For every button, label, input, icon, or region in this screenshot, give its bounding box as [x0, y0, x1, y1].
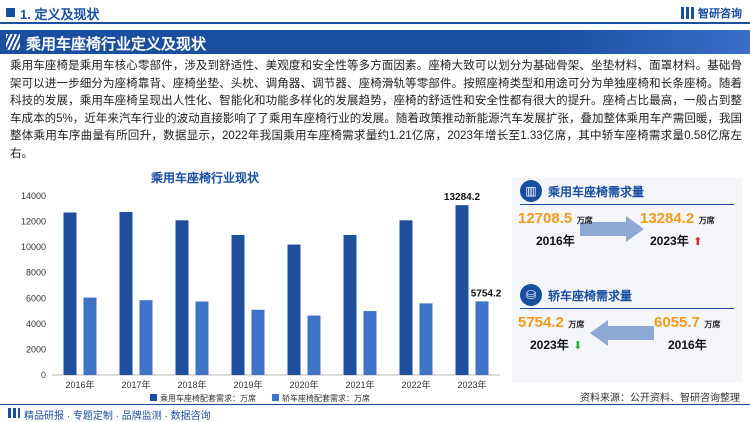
- y-tick-label: 12000: [21, 217, 46, 227]
- banner-decoration: [550, 30, 750, 54]
- footer: 精品研报 · 专题定制 · 品牌监测 · 数据咨询: [0, 404, 750, 422]
- bar-sedan-3: [251, 309, 265, 375]
- card-sedan-seat-demand: ⛁ 轿车座椅需求量 5754.2 万席 2023年 ⬇ 6055.7 万席 20…: [512, 282, 742, 382]
- card-title: 乘用车座椅需求量: [548, 184, 645, 199]
- y-tick-label: 0: [41, 370, 46, 380]
- decline-arrow-icon: [590, 320, 654, 346]
- x-tick-label: 2016年: [65, 379, 94, 390]
- to-value: 6055.7: [654, 314, 700, 331]
- to-year: 2016年: [668, 338, 707, 352]
- title-banner: 乘用车座椅行业定义及现状: [0, 30, 750, 54]
- from-year-block: 2023年 ⬇: [530, 336, 582, 354]
- y-tick-label: 8000: [26, 268, 46, 278]
- top-divider: [0, 22, 750, 24]
- bar-passenger-6: [399, 220, 413, 375]
- intro-paragraph: 乘用车座椅是乘用车核心零部件，涉及到舒适性、美观度和安全性等多方面因素。座椅大致…: [10, 60, 742, 160]
- data-label: 5754.2: [471, 288, 502, 299]
- legend-label: 乘用车座椅配套需求：万席: [160, 393, 256, 403]
- chart-title: 乘用车座椅行业现状: [150, 170, 260, 185]
- brand-logo-icon: [681, 7, 695, 19]
- bar-sedan-5: [363, 311, 377, 375]
- from-unit: 万席: [576, 216, 593, 225]
- legend-label: 轿车座椅配套需求：万席: [282, 393, 370, 403]
- arrow-down-icon: ⬇: [573, 340, 583, 352]
- bar-passenger-7: [455, 205, 469, 375]
- footer-divider: [0, 404, 750, 405]
- section-marker: [6, 8, 15, 17]
- x-tick-label: 2017年: [121, 379, 150, 390]
- x-tick-label: 2021年: [345, 379, 374, 390]
- to-unit: 万席: [704, 320, 721, 329]
- brand-logo: 智研咨询: [681, 5, 742, 21]
- bar-sedan-4: [307, 315, 321, 375]
- source-note: 资料来源：公开资料、智研咨询整理: [580, 393, 740, 404]
- from-year: 2016年: [536, 234, 575, 248]
- legend: 乘用车座椅配套需求：万席 轿车座椅配套需求：万席: [150, 393, 370, 403]
- bars: [63, 205, 489, 375]
- y-tick-label: 6000: [26, 293, 46, 303]
- from-unit: 万席: [568, 320, 585, 329]
- from-value: 12708.5: [518, 210, 573, 227]
- to-value-block: 13284.2 万席: [640, 210, 715, 228]
- card-header: ▥ 乘用车座椅需求量: [512, 178, 742, 204]
- section-title: 1. 定义及现状: [20, 7, 100, 22]
- to-year: 2023年: [650, 234, 689, 248]
- x-axis: 2016年 2017年 2018年 2019年 2020年 2021年 2022年 2023年: [65, 379, 486, 390]
- bar-sedan-1: [139, 300, 153, 375]
- chart-icon: ▥: [520, 180, 542, 202]
- bar-passenger-5: [343, 234, 357, 375]
- from-year: 2023年: [530, 338, 569, 352]
- page-title: 乘用车座椅行业定义及现状: [26, 36, 207, 53]
- bar-sedan-7: [475, 301, 489, 375]
- bar-sedan-0: [83, 297, 97, 375]
- card-passenger-seat-demand: ▥ 乘用车座椅需求量 12708.5 万席 2016年 13284.2 万席 2…: [512, 178, 742, 282]
- legend-swatch: [150, 394, 157, 401]
- bar-passenger-4: [287, 244, 301, 375]
- card-header: ⛁ 轿车座椅需求量: [512, 282, 742, 308]
- bar-sedan-2: [195, 301, 209, 375]
- data-label: 13284.2: [444, 192, 481, 203]
- bar-passenger-2: [175, 220, 189, 375]
- x-tick-label: 2023年: [457, 379, 486, 390]
- bar-passenger-1: [119, 211, 133, 375]
- arrow-up-icon: ⬆: [693, 236, 703, 248]
- card-title: 轿车座椅需求量: [548, 288, 633, 303]
- from-value: 5754.2: [518, 314, 564, 331]
- y-tick-label: 10000: [21, 242, 46, 252]
- bar-sedan-6: [419, 303, 433, 375]
- y-tick-label: 14000: [21, 191, 46, 201]
- to-unit: 万席: [698, 216, 715, 225]
- x-tick-label: 2019年: [233, 379, 262, 390]
- legend-swatch: [272, 394, 279, 401]
- bar-passenger-3: [231, 234, 245, 375]
- y-tick-label: 2000: [26, 344, 46, 354]
- x-tick-label: 2022年: [401, 379, 430, 390]
- x-tick-label: 2018年: [177, 379, 206, 390]
- footer-tagline: 精品研报 · 专题定制 · 品牌监测 · 数据咨询: [24, 411, 211, 422]
- brand-mark-icon: [8, 408, 20, 418]
- growth-arrow-icon: [580, 216, 644, 242]
- to-value-block: 6055.7 万席: [654, 314, 720, 332]
- to-year-block: 2023年 ⬆: [650, 232, 702, 250]
- bar-passenger-0: [63, 212, 77, 375]
- data-labels: 13284.2 5754.2: [444, 192, 502, 299]
- to-value: 13284.2: [640, 210, 695, 227]
- y-tick-label: 4000: [26, 319, 46, 329]
- top-bar: 1. 定义及现状 智研咨询: [0, 0, 750, 26]
- stripe-icon: [6, 34, 20, 50]
- card-header-line: [520, 308, 734, 309]
- from-value-block: 5754.2 万席: [518, 314, 584, 332]
- brand-name: 智研咨询: [698, 8, 742, 20]
- from-value-block: 12708.5 万席: [518, 210, 593, 228]
- bar-chart: 乘用车座椅行业现状 0 2000 4000 6000 8000 10000 12000 140…: [21, 170, 502, 403]
- card-header-line: [520, 204, 734, 205]
- x-tick-label: 2020年: [289, 379, 318, 390]
- seat-icon: ⛁: [520, 284, 542, 306]
